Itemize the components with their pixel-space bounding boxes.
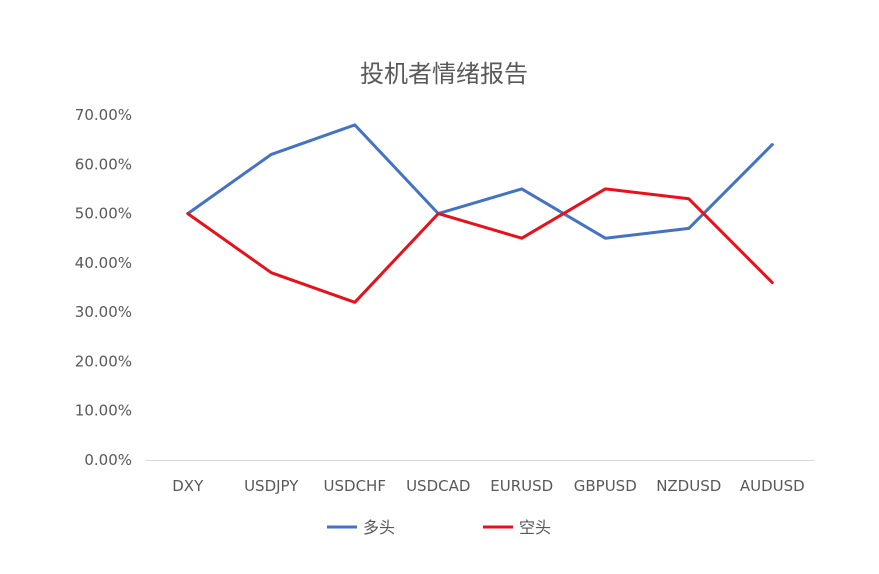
chart-title: 投机者情绪报告 <box>360 60 528 88</box>
y-tick-label: 60.00% <box>75 155 132 173</box>
x-tick-label: AUDUSD <box>740 477 805 495</box>
y-tick-label: 10.00% <box>75 402 132 420</box>
y-tick-label: 0.00% <box>84 451 132 469</box>
series-line-0 <box>186 123 774 240</box>
series-lines <box>186 123 774 304</box>
x-tick-label: GBPUSD <box>574 477 637 495</box>
x-tick-label: NZDUSD <box>656 477 721 495</box>
legend-label-0: 多头 <box>363 518 395 537</box>
y-tick-label: 50.00% <box>75 205 132 223</box>
x-axis-ticks: DXY USDJPY USDCHF USDCAD EURUSD GBPUSD NZDUSD A… <box>172 477 804 495</box>
legend-label-1: 空头 <box>519 518 551 537</box>
legend: 多头 空头 <box>327 518 551 537</box>
x-tick-label: USDCHF <box>324 477 386 495</box>
y-tick-label: 40.00% <box>75 254 132 272</box>
x-tick-label: DXY <box>172 477 204 495</box>
y-tick-label: 20.00% <box>75 352 132 370</box>
y-tick-label: 70.00% <box>75 106 132 124</box>
y-axis-ticks: 0.00% 10.00% 20.00% 30.00% 40.00% 50.00% 60.00… <box>75 106 132 469</box>
y-tick-label: 30.00% <box>75 303 132 321</box>
series-line-1 <box>186 187 774 304</box>
x-tick-label: USDJPY <box>244 477 299 495</box>
x-tick-label: EURUSD <box>490 477 553 495</box>
x-tick-label: USDCAD <box>406 477 470 495</box>
